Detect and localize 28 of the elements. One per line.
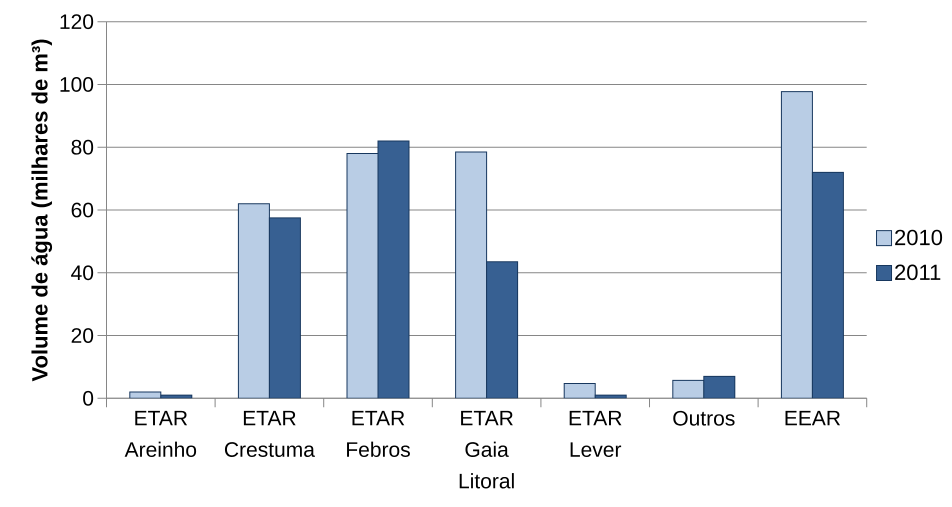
y-tick-label: 20 — [72, 328, 94, 343]
y-tick-label: 80 — [72, 140, 94, 155]
bar — [455, 151, 488, 398]
x-tick-label: ETAR Lever — [570, 410, 622, 457]
legend-label: 2011 — [895, 264, 940, 280]
y-tick-label: 100 — [60, 77, 94, 92]
y-tick-label: 60 — [72, 202, 94, 218]
bar — [703, 376, 736, 398]
bar — [238, 203, 270, 398]
x-tick-label: Outros — [673, 410, 735, 426]
legend-label: 2010 — [895, 230, 942, 246]
bar — [564, 383, 596, 398]
x-tick-label: ETAR Gaia Litoral — [460, 410, 514, 488]
bar — [780, 91, 813, 398]
x-tick-label: ETAR Areinho — [124, 410, 196, 457]
y-axis-title: Volume de água (milhares de m³) — [31, 40, 52, 382]
y-tick-label: 0 — [83, 390, 94, 406]
bar — [346, 153, 379, 398]
bar — [378, 140, 410, 398]
bar — [812, 172, 844, 398]
x-tick-label: ETAR Febros — [347, 410, 410, 457]
bar — [486, 261, 518, 398]
y-tick-label: 40 — [71, 265, 94, 280]
bar — [268, 217, 301, 398]
y-tick-label: 120 — [60, 14, 94, 30]
x-tick-label: ETAR Crestuma — [224, 410, 315, 457]
bar — [672, 380, 704, 398]
x-tick-label: EEAR — [786, 410, 840, 426]
